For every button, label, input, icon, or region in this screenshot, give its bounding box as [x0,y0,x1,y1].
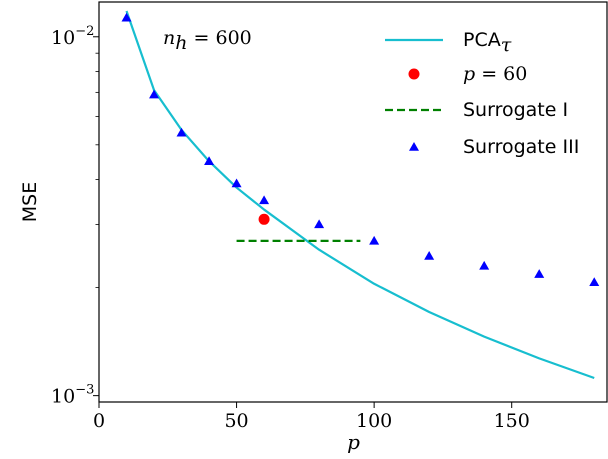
plot-frame [98,1,608,403]
data-point-surrogate-iii [369,235,380,245]
data-point-surrogate-iii [231,178,242,188]
nh-annotation-sub: h [175,32,187,54]
legend-label-pca-name: PCA [463,29,501,51]
series-line-0 [125,10,595,380]
legend-swatch-p60 [408,68,420,80]
legend-label-surrogate-iii: Surrogate III [463,136,579,158]
data-point-surrogate-iii [424,250,435,260]
nh-annotation-rest: = 600 [188,27,252,49]
legend-label-p60-var: p [463,63,475,85]
data-point-surrogate-iii [479,260,490,270]
legend-label-p60-rest: = 60 [475,63,527,85]
plot-marks [121,10,600,380]
data-point-surrogate-iii [176,127,187,137]
data-point-surrogate-iii [589,277,600,286]
nh-annotation-var: n [163,27,175,49]
data-point-surrogate-iii [204,156,215,165]
y-tick-label: 10−3 [51,383,94,408]
x-tick-label: 150 [494,410,530,432]
x-axis-label: p [347,430,360,454]
legend-label-p60: p = 60 [463,63,527,85]
y-axis-label: MSE [19,182,41,222]
legend: PCAτ p = 60 Surrogate I Surrogate III [385,29,579,158]
data-point-surrogate-iii [149,89,160,99]
y-axis-ticks: 10−2 10−3 [51,24,99,408]
data-point-surrogate-iii [121,12,132,22]
legend-label-surrogate-i: Surrogate I [463,99,568,121]
data-point-p60 [258,213,270,225]
legend-label-pca-sub: τ [501,34,512,56]
legend-label-pca: PCAτ [463,29,512,56]
x-tick-label: 100 [356,410,392,432]
legend-swatch-surrogate-iii [409,142,419,151]
data-point-surrogate-iii [259,195,270,205]
x-tick-label: 0 [93,410,105,432]
x-tick-label: 50 [224,410,248,432]
y-tick-label: 10−2 [51,24,94,49]
nh-annotation: nh = 600 [163,27,252,54]
data-point-surrogate-iii [314,219,325,229]
data-point-surrogate-iii [534,269,545,278]
x-axis-ticks: 0 50 100 150 [93,402,530,432]
